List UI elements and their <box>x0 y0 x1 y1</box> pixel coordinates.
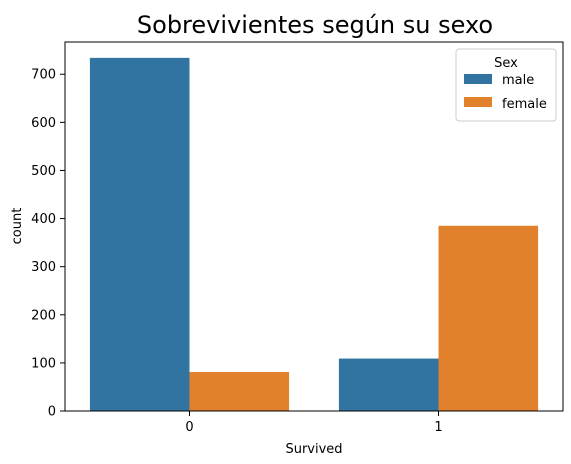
bar-male-1 <box>338 358 439 411</box>
y-tick-label: 0 <box>48 405 56 420</box>
legend: Sex male female <box>455 48 557 122</box>
bar-female-0 <box>189 372 290 411</box>
y-tick-label: 400 <box>31 212 56 227</box>
bars <box>89 57 539 412</box>
y-tick-label: 700 <box>31 68 56 83</box>
y-tick-label: 300 <box>31 260 56 275</box>
plot-frame <box>64 41 564 412</box>
x-tick-label: 0 <box>185 420 193 435</box>
bar-male-0 <box>89 57 190 412</box>
bar-female-1 <box>438 225 539 411</box>
legend-swatch-male <box>464 74 492 84</box>
legend-title: Sex <box>494 56 518 71</box>
y-tick-label: 100 <box>31 356 56 371</box>
x-tick-label: 1 <box>434 420 442 435</box>
y-axis-ticks: 0 100 200 300 400 500 600 700 <box>31 68 65 420</box>
legend-label-male: male <box>502 73 534 88</box>
chart-title: Sobrevivientes según su sexo <box>137 11 493 39</box>
y-axis-label: count <box>10 208 25 245</box>
legend-label-female: female <box>502 97 547 112</box>
legend-swatch-female <box>464 97 492 107</box>
y-tick-label: 500 <box>31 164 56 179</box>
x-axis-label: Survived <box>285 442 342 457</box>
y-tick-label: 600 <box>31 116 56 131</box>
y-tick-label: 200 <box>31 308 56 323</box>
